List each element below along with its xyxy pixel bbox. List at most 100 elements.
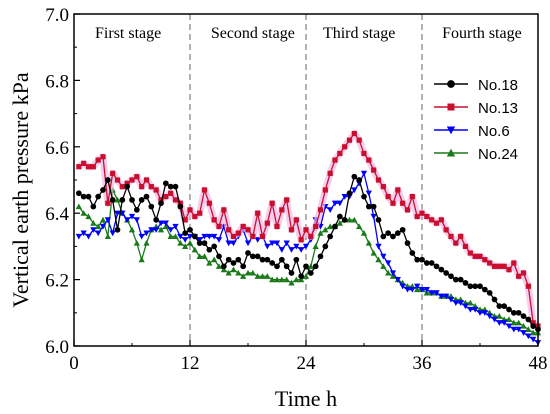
data-point bbox=[491, 316, 498, 323]
data-point bbox=[530, 320, 536, 326]
data-point bbox=[302, 243, 310, 250]
data-point bbox=[196, 253, 203, 259]
stage-dividers bbox=[189, 14, 423, 346]
data-point bbox=[496, 320, 503, 326]
data-point bbox=[293, 256, 300, 263]
data-point bbox=[404, 207, 411, 213]
x-axis-title: Time h bbox=[275, 386, 337, 411]
data-point bbox=[221, 207, 227, 213]
data-point bbox=[191, 233, 198, 240]
data-point bbox=[278, 247, 285, 253]
data-point bbox=[138, 256, 145, 263]
series-no-13 bbox=[76, 130, 541, 329]
data-point bbox=[351, 173, 358, 180]
data-point bbox=[124, 180, 130, 186]
data-point bbox=[491, 263, 498, 269]
data-point bbox=[380, 184, 386, 190]
data-point bbox=[216, 223, 222, 230]
y-tick-label: 6.2 bbox=[45, 271, 69, 292]
data-point bbox=[90, 203, 97, 210]
data-point bbox=[477, 253, 483, 259]
data-point bbox=[157, 220, 165, 227]
data-point bbox=[360, 170, 368, 177]
data-point bbox=[90, 227, 97, 233]
data-point bbox=[351, 216, 358, 223]
data-point bbox=[157, 226, 165, 233]
data-point bbox=[85, 193, 92, 200]
data-point bbox=[95, 223, 102, 230]
data-point bbox=[307, 263, 314, 269]
data-point bbox=[419, 256, 425, 263]
data-point bbox=[525, 283, 531, 289]
data-point bbox=[447, 296, 455, 303]
data-point bbox=[525, 326, 532, 332]
data-point bbox=[177, 203, 184, 210]
data-point bbox=[187, 226, 193, 233]
data-point bbox=[327, 233, 334, 240]
data-point bbox=[249, 253, 256, 260]
data-point bbox=[424, 213, 430, 220]
data-point bbox=[462, 280, 469, 286]
data-point bbox=[317, 230, 324, 236]
data-point bbox=[487, 260, 493, 266]
data-point bbox=[177, 233, 184, 240]
data-point bbox=[269, 200, 275, 206]
data-point bbox=[153, 216, 160, 223]
data-point bbox=[162, 220, 169, 227]
data-point bbox=[520, 270, 527, 276]
data-point bbox=[327, 223, 334, 230]
data-point bbox=[119, 184, 125, 190]
data-point bbox=[95, 193, 102, 200]
data-point bbox=[278, 276, 285, 283]
data-point bbox=[530, 329, 537, 336]
data-point bbox=[85, 213, 92, 220]
data-point bbox=[486, 290, 493, 296]
data-point bbox=[448, 233, 454, 240]
data-point bbox=[85, 233, 92, 240]
data-point bbox=[438, 266, 445, 273]
data-point bbox=[124, 183, 131, 190]
data-point bbox=[351, 130, 357, 137]
data-point bbox=[346, 216, 353, 223]
data-point bbox=[375, 177, 382, 183]
data-point bbox=[230, 233, 237, 240]
data-point bbox=[245, 227, 251, 233]
data-point bbox=[472, 283, 479, 290]
data-point bbox=[177, 200, 183, 206]
data-point bbox=[467, 299, 474, 306]
data-point bbox=[322, 226, 329, 233]
data-point bbox=[457, 276, 464, 283]
data-point bbox=[361, 150, 367, 157]
data-point bbox=[211, 217, 217, 223]
data-point bbox=[365, 239, 372, 246]
data-point bbox=[80, 210, 87, 216]
data-point bbox=[206, 246, 213, 253]
data-point bbox=[182, 217, 188, 223]
data-point bbox=[100, 187, 106, 193]
data-point bbox=[375, 216, 382, 223]
y-tick-label: 6.6 bbox=[45, 138, 69, 159]
data-point bbox=[409, 286, 416, 293]
data-point bbox=[148, 184, 154, 190]
stage-label: Second stage bbox=[211, 25, 295, 42]
data-point bbox=[433, 220, 440, 226]
data-point bbox=[336, 213, 343, 220]
y-tick-label: 6.4 bbox=[45, 204, 69, 225]
data-point bbox=[143, 230, 150, 237]
data-point bbox=[153, 227, 160, 233]
data-point bbox=[428, 260, 435, 266]
data-point bbox=[187, 207, 193, 213]
data-point bbox=[288, 270, 295, 276]
data-point bbox=[128, 213, 136, 220]
data-point bbox=[505, 316, 513, 323]
data-point bbox=[365, 190, 372, 197]
data-point bbox=[447, 80, 455, 88]
data-point bbox=[225, 240, 232, 247]
data-point bbox=[409, 250, 416, 256]
data-point bbox=[186, 239, 194, 246]
data-point bbox=[351, 187, 358, 194]
data-point bbox=[414, 256, 421, 263]
data-point bbox=[336, 200, 343, 207]
data-point bbox=[259, 256, 266, 263]
data-point bbox=[467, 306, 474, 313]
